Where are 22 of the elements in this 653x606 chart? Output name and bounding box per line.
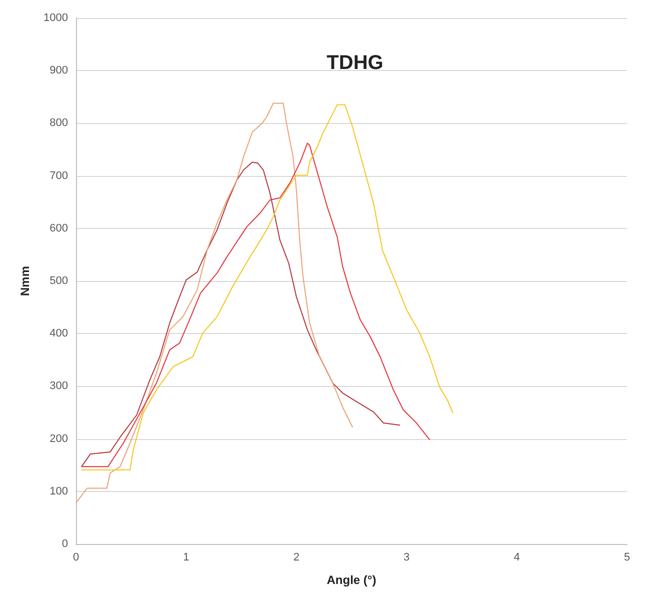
line-series (81, 104, 454, 470)
y-axis-title: Nmm (18, 266, 32, 296)
x-tick-label: 3 (404, 552, 410, 564)
x-tick-label: 5 (624, 552, 630, 564)
y-tick-label: 800 (50, 117, 68, 130)
text: TDHG (326, 52, 384, 74)
y-tick-label: 900 (50, 64, 68, 77)
y-tick-label: 100 (50, 485, 68, 498)
x-tick-label: 0 (72, 552, 80, 564)
x-axis-title: Angle (°) (326, 573, 376, 587)
y-tick-label: 700 (50, 170, 68, 182)
line-series (76, 102, 354, 504)
x-tick-label: 2 (293, 552, 300, 564)
y-tick-label: 500 (50, 275, 68, 287)
y-tick-label: 200 (50, 432, 68, 445)
x-tick-label: 4 (514, 552, 520, 564)
y-tick-label: 1000 (44, 12, 68, 24)
y-tick-label: 300 (50, 380, 68, 392)
y-tick-label: 600 (50, 222, 68, 234)
y-tick-label: 400 (50, 328, 68, 340)
y-tick-label: 0 (62, 538, 68, 550)
x-tick-label: 1 (183, 552, 190, 564)
